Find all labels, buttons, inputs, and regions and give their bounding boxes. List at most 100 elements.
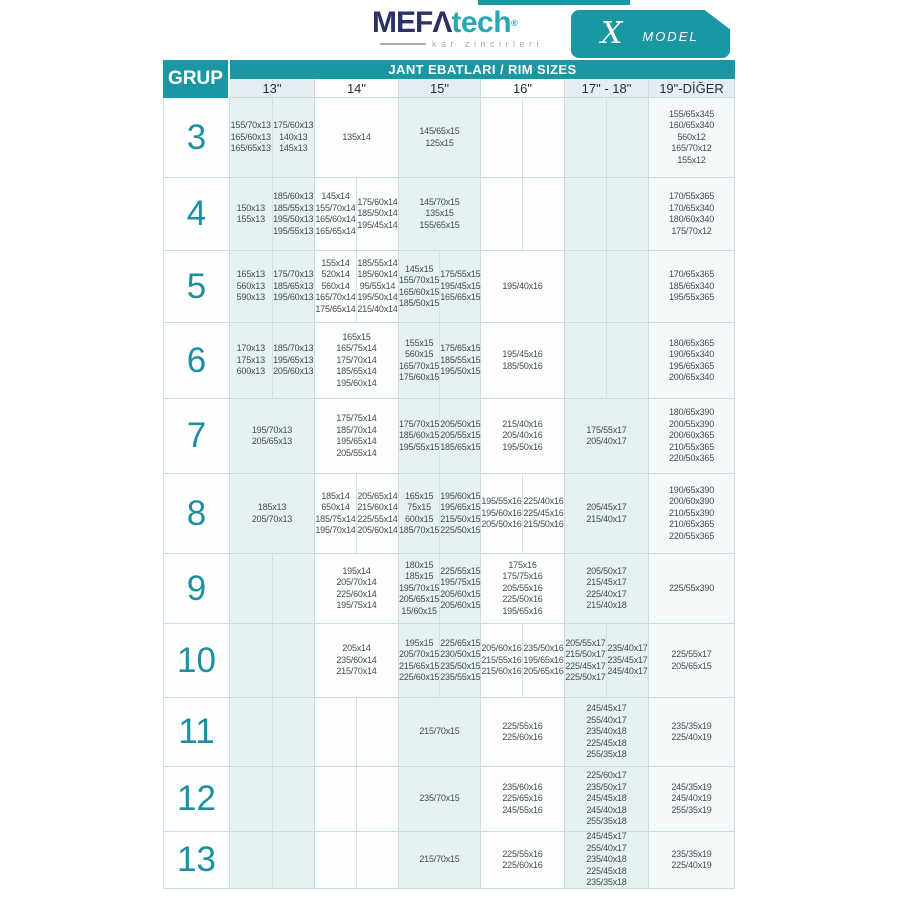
table-row: 13 215/70x15 225/55x16 225/60x16 245/45x17 25… <box>163 831 735 889</box>
rim-size-subcell: 195/60x15 195/65x15 215/50x15 225/50x15 <box>440 474 480 553</box>
rim-size: 235/35x18 <box>586 877 627 888</box>
rim-size: 175/75x14 <box>336 413 377 423</box>
rim-size: 165/60x13 <box>230 131 271 142</box>
rim-size-subcell: 175/65x15 185/55x15 195/50x15 <box>440 323 480 398</box>
rim-size-cell <box>565 323 649 399</box>
rim-size: 195/45x16 <box>502 349 543 359</box>
rim-size-subcell <box>230 554 273 623</box>
rim-size: 195/75x14 <box>336 600 377 610</box>
rim-size-cell: 165x15 75x15 600x15 185/70x15 195/60x15 195/6… <box>399 474 481 554</box>
rim-size-subcell: 145x14 155/70x14 165/60x14 165/65x14 <box>315 178 357 250</box>
rim-size: 255/35x19 <box>671 804 712 815</box>
rim-size-cell <box>230 624 315 698</box>
rim-size-cell: 205/50x17 215/45x17 225/40x17 215/40x18 <box>565 554 649 624</box>
rim-size-cell: 175/70x15 185/60x15 195/55x15 205/50x15 205/… <box>399 399 481 474</box>
rim-size-subcell <box>607 178 648 250</box>
rim-size-subcell <box>230 624 273 697</box>
rim-size: 235/50x16 <box>523 643 564 654</box>
rim-size-merged-cell: 180/65x365 190/65x340 195/65x365 200/65x340 <box>649 323 734 398</box>
rim-size: 215/50x16 <box>523 519 564 530</box>
rim-size-subcell: 185/55x14 185/60x14 95/55x14 195/50x14 215/4… <box>357 251 398 322</box>
rim-size-merged-cell: 170/55x365 170/65x340 180/60x340 175/70x12 <box>649 178 734 250</box>
rim-size-cell: 165x13 560x13 590x13 175/70x13 185/65x13 195/… <box>230 251 315 323</box>
rim-size: 205/60x15 <box>440 588 481 599</box>
rim-size: 205/55x15 <box>440 430 481 441</box>
table-header-right: JANT EBATLARI / RIM SIZES 13" 14" 15" 16" 17… <box>230 60 735 98</box>
rim-size: 180/65x390 <box>668 407 715 418</box>
group-number: 3 <box>163 98 230 178</box>
rim-size: 215/40x18 <box>586 600 627 610</box>
rim-size-subcell <box>315 698 357 766</box>
rim-size: 230/50x15 <box>440 649 481 659</box>
rim-size: 560x14 <box>321 280 350 291</box>
rim-size-subcell: 195/55x16 195/60x16 205/50x16 <box>481 474 523 553</box>
rim-size: 590x13 <box>236 292 266 303</box>
rim-size-subcell: 205/55x17 215/50x17 225/45x17 225/50x17 <box>565 624 607 697</box>
model-label: MODEL <box>642 28 699 44</box>
rim-size: 245/55x16 <box>502 804 543 815</box>
rim-size: 245/45x18 <box>586 793 627 804</box>
rim-size-subcell: 175/60x13 140x13 145x13 <box>273 98 315 177</box>
rim-size: 235/60x14 <box>336 654 377 665</box>
rim-size: 155/65x345 <box>668 108 715 119</box>
rim-size: 235/70x15 <box>419 793 460 804</box>
rim-size: 215/70x15 <box>419 854 460 865</box>
rim-size-cell: 245/45x17 255/40x17 235/40x18 225/45x18 235/… <box>565 831 649 889</box>
rim-size-subcell <box>273 554 315 623</box>
rim-size-cell <box>565 251 649 323</box>
rim-size: 195/65x15 <box>440 502 481 512</box>
brand-name-secondary: tech <box>451 6 512 39</box>
rim-size: 210/55x390 <box>668 507 715 518</box>
rim-size: 225/45x18 <box>586 865 627 876</box>
rim-size: 600x15 <box>404 513 434 524</box>
rim-size: 185/65x14 <box>336 366 377 377</box>
rim-size-subcell <box>481 98 523 177</box>
rim-size-cell: 205/45x17 215/40x17 <box>565 474 649 554</box>
rim-size: 165/65x14 <box>315 225 356 236</box>
rim-size: 170/55x365 <box>668 191 715 201</box>
rim-size-subcell: 150x13 155x13 <box>230 178 273 250</box>
rim-size-subcell <box>481 178 523 250</box>
rim-size: 220/50x365 <box>668 453 715 464</box>
rim-size-merged-cell: 195x14 205/70x14 225/60x14 195/75x14 <box>315 554 398 623</box>
rim-size-cell: 205/55x17 215/50x17 225/45x17 225/50x17 235/… <box>565 624 649 698</box>
rim-size-subcell: 155/70x13 165/60x13 165/65x13 <box>230 98 273 177</box>
rim-size: 175/55x15 <box>440 269 481 280</box>
group-number: 13 <box>163 832 230 889</box>
rim-size: 185/70x14 <box>336 424 377 435</box>
rim-size-cell: 195/70x13 205/65x13 <box>230 399 315 474</box>
rim-size: 205/60x14 <box>357 525 398 535</box>
rim-size: 560x13 <box>236 280 266 291</box>
rim-size-cell: 180/65x365 190/65x340 195/65x365 200/65x340 <box>649 323 735 399</box>
rim-size-merged-cell: 175/55x17 205/40x17 <box>565 399 648 473</box>
rim-size: 245/40x17 <box>607 666 648 677</box>
rim-size: 195/55x13 <box>273 225 314 236</box>
rim-size: 215/55x16 <box>481 654 522 665</box>
rim-size: 245/40x18 <box>586 804 627 815</box>
rim-size-merged-cell: 235/35x19 225/40x19 <box>649 698 734 766</box>
column-header: 17" - 18" <box>565 79 649 98</box>
rim-size-cell <box>565 98 649 178</box>
rim-size: 205/45x17 <box>586 502 627 512</box>
rim-size-merged-cell: 225/55x390 <box>649 554 734 623</box>
rim-size: 165/70x12 <box>671 143 712 154</box>
rim-size-subcell <box>357 698 398 766</box>
rim-size-cell: 195/40x16 <box>481 251 565 323</box>
rim-size: 155/70x13 <box>230 120 271 131</box>
rim-size-subcell: 165x15 75x15 600x15 185/70x15 <box>399 474 441 553</box>
rim-size-cell: 225/55x17 205/65x15 <box>649 624 735 698</box>
group-number: 11 <box>163 698 230 767</box>
rim-size: 195/50x16 <box>502 441 543 452</box>
rim-size-subcell <box>607 323 648 398</box>
rim-size: 200/65x340 <box>668 372 715 382</box>
table-header: GRUP JANT EBATLARI / RIM SIZES 13" 14" 15"… <box>163 60 735 98</box>
rim-size-merged-cell: 235/35x19 225/40x19 <box>649 832 734 888</box>
rim-size-cell: 185x13 205/70x13 <box>230 474 315 554</box>
rim-size-cell: 145x15 155/70x15 165/60x15 185/50x15 175/55x… <box>399 251 481 323</box>
rim-size-cell: 225/55x16 225/60x16 <box>481 832 565 889</box>
rim-size: 225/50x17 <box>565 672 606 682</box>
rim-size: 175/70x15 <box>399 418 440 429</box>
table-row: 7 195/70x13 205/65x13 175/75x14 185/70x14 195… <box>163 399 735 474</box>
rim-size-subcell: 225/55x15 195/75x15 205/60x15 205/60x15 <box>440 554 480 623</box>
rim-size: 185/65x15 <box>440 441 481 452</box>
